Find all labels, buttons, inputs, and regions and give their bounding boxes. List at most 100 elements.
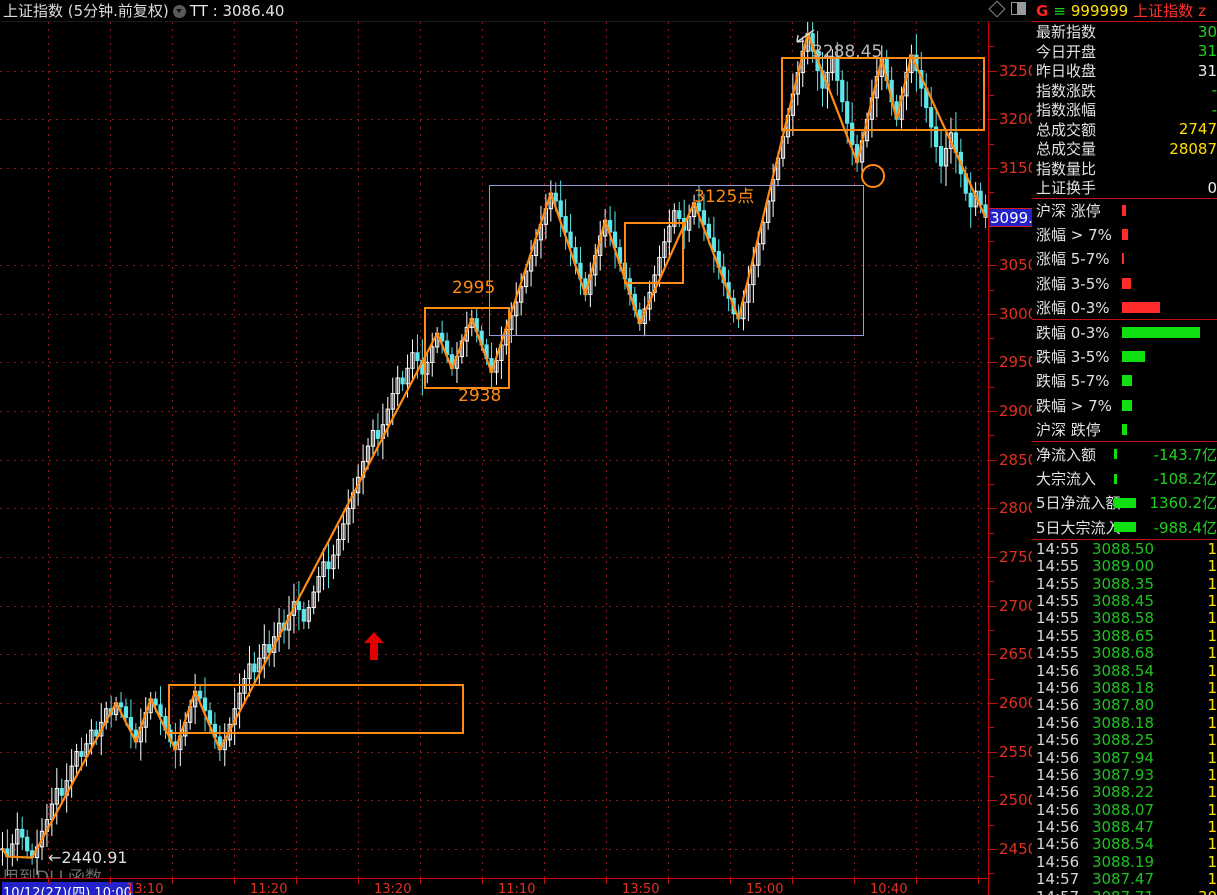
tick-row[interactable]: 14:56 3088.54 1 xyxy=(1032,835,1217,854)
tick-row[interactable]: 14:55 3088.35 1 xyxy=(1032,575,1217,593)
distribution-bar xyxy=(1122,229,1128,241)
circle-marker xyxy=(861,164,885,188)
time-axis-label: 13:10 xyxy=(126,882,164,895)
quote-row-label: 最新指数 xyxy=(1036,23,1097,42)
price-axis-label: 2950 xyxy=(999,353,1038,372)
price-axis[interactable]: 3250 3200 3150 3050 3000 2950 2900 2850 2800 2750… xyxy=(988,22,1043,895)
capital-flow-value: -143.7亿 xyxy=(1153,445,1217,464)
price-axis-label: 2450 xyxy=(999,839,1038,858)
annotation-label-2938: 2938 xyxy=(458,386,502,406)
tick-volume: 1 xyxy=(1207,696,1217,715)
tick-price: 3088.58 xyxy=(1091,609,1154,628)
current-price-tag: 3099.3 xyxy=(989,208,1043,228)
price-axis-label: 3200 xyxy=(999,110,1038,129)
tick-row[interactable]: 14:56 3088.07 1 xyxy=(1032,801,1217,819)
tick-price: 3088.22 xyxy=(1091,783,1154,802)
tick-time: 14:57 xyxy=(1036,870,1080,889)
tick-row[interactable]: 14:56 3087.94 1 xyxy=(1032,749,1217,767)
quote-row-value: 0 xyxy=(1207,178,1217,197)
gridline-horizontal xyxy=(0,654,988,656)
tick-row[interactable]: 14:55 3089.00 1 xyxy=(1032,557,1217,576)
price-axis-minor-tick xyxy=(989,94,994,96)
gridline-horizontal xyxy=(0,702,988,704)
tick-price: 3088.19 xyxy=(1091,852,1154,871)
quote-panel-header[interactable]: G ≡ 999999 上证指数 z xyxy=(1032,0,1217,22)
tick-row[interactable]: 14:56 3088.47 1 xyxy=(1032,818,1217,837)
quote-row-label: 总成交量 xyxy=(1036,140,1097,159)
price-axis-label: 2650 xyxy=(999,645,1038,664)
tick-volume: 1 xyxy=(1207,626,1217,645)
gridline-vertical xyxy=(606,22,607,878)
tick-time: 14:56 xyxy=(1036,818,1080,837)
capital-flow-value: -108.2亿 xyxy=(1153,470,1217,489)
quote-row-value: - xyxy=(1211,100,1217,119)
tick-volume: 1 xyxy=(1207,557,1217,576)
time-axis-tick xyxy=(234,879,235,884)
annotation-label-low: ←2440.91 xyxy=(48,848,128,867)
distribution-row: 跌幅 > 7% xyxy=(1032,393,1217,417)
tick-row[interactable]: 14:56 3087.80 1 xyxy=(1032,696,1217,715)
gridline-vertical xyxy=(978,22,979,878)
tick-row[interactable]: 14:56 3088.54 1 xyxy=(1032,661,1217,680)
quote-row: 昨日收盘 31 xyxy=(1032,61,1217,81)
time-axis-tick xyxy=(854,879,855,884)
distribution-label: 跌幅 0-3% xyxy=(1036,324,1110,343)
distribution-bar xyxy=(1122,253,1124,265)
price-axis-minor-tick xyxy=(989,143,994,145)
price-axis-tick xyxy=(989,848,997,850)
diamond-icon[interactable] xyxy=(988,0,1006,17)
tick-volume: 1 xyxy=(1207,539,1217,558)
tick-row[interactable]: 14:56 3088.18 1 xyxy=(1032,714,1217,732)
tick-list[interactable]: 14:55 3088.50 1 14:55 3089.00 1 14:55 3088.35 1 1… xyxy=(1032,540,1217,895)
tick-row[interactable]: 14:55 3088.50 1 xyxy=(1032,539,1217,558)
quote-row: 总成交量 28087 xyxy=(1032,139,1217,159)
time-axis-tick xyxy=(172,879,173,884)
gridline-vertical xyxy=(854,22,855,878)
tick-row[interactable]: 14:55 3088.65 1 xyxy=(1032,626,1217,645)
price-axis-minor-tick xyxy=(989,289,994,291)
instrument-suffix: z xyxy=(1198,1,1207,20)
quote-row: 指数量比 xyxy=(1032,159,1217,179)
quote-panel[interactable]: G ≡ 999999 上证指数 z 最新指数 30 今日开盘 31 昨日收盘 31 指数涨跌… xyxy=(1032,0,1217,895)
capital-flow-bar xyxy=(1114,522,1136,533)
tick-row[interactable]: 14:55 3088.68 1 xyxy=(1032,644,1217,662)
quote-row-value: 2747 xyxy=(1178,120,1217,139)
tick-row[interactable]: 14:56 3088.25 1 xyxy=(1032,731,1217,749)
distribution-label: 涨幅 > 7% xyxy=(1036,226,1112,245)
tick-volume: 30 xyxy=(1154,888,1217,895)
distribution-row: 跌幅 5-7% xyxy=(1032,369,1217,393)
price-axis-label: 2800 xyxy=(999,499,1038,518)
tick-row[interactable]: 14:55 3088.45 1 xyxy=(1032,592,1217,610)
tick-price: 3087.93 xyxy=(1091,765,1154,784)
tick-price: 3089.00 xyxy=(1091,557,1154,576)
price-axis-tick xyxy=(989,654,997,656)
tick-row[interactable]: 14:56 3088.22 1 xyxy=(1032,783,1217,802)
tick-row[interactable]: 14:56 3088.18 1 xyxy=(1032,679,1217,697)
price-axis-minor-tick xyxy=(989,338,994,340)
tick-row[interactable]: 14:56 3088.19 1 xyxy=(1032,852,1217,871)
gridline-horizontal xyxy=(0,459,988,461)
time-axis-tick xyxy=(606,879,607,884)
dll-watermark: 用到DLL函数 xyxy=(2,868,103,878)
tick-row[interactable]: 14:55 3088.58 1 xyxy=(1032,609,1217,628)
tick-row[interactable]: 14:57 3087.47 1 xyxy=(1032,870,1217,889)
panel-layout-icon[interactable] xyxy=(1011,2,1026,15)
distribution-bar xyxy=(1122,301,1160,313)
price-axis-minor-tick xyxy=(989,727,994,729)
tick-time: 14:56 xyxy=(1036,661,1080,680)
time-axis-tick xyxy=(730,879,731,884)
time-axis-label: 11:10 xyxy=(498,882,536,895)
decline-distribution: 跌幅 0-3% 跌幅 3-5% 跌幅 5-7% 跌幅 > 7% 沪深 跌停 xyxy=(1032,320,1217,443)
tick-row[interactable]: 14:56 3087.93 1 xyxy=(1032,765,1217,784)
signal-bars-icon: ≡ xyxy=(1053,1,1066,20)
tick-volume: 1 xyxy=(1207,835,1217,854)
tick-price: 3087.71 xyxy=(1080,888,1154,895)
tick-volume: 1 xyxy=(1207,592,1217,610)
price-chart[interactable]: 3288.45 3125点 2995 2938 ←2440.91 用到DLL函数 xyxy=(0,22,988,878)
time-axis-tick xyxy=(544,879,545,884)
tick-price: 3088.54 xyxy=(1091,661,1154,680)
price-axis-minor-tick xyxy=(989,435,994,437)
chevron-down-circle-icon[interactable] xyxy=(172,5,186,18)
time-axis[interactable]: 10/12(27)(四) 10:00 13:10 11:20 13:20 11:10 13… xyxy=(0,878,988,895)
